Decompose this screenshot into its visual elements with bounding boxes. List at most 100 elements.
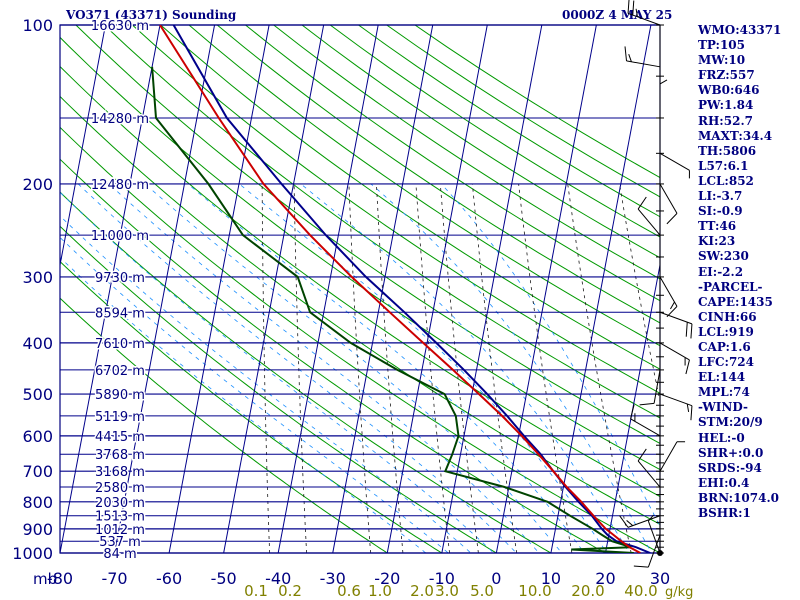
temperature-tick-label: 30 <box>650 569 670 588</box>
isotherm <box>441 25 543 553</box>
mixing-ratio-label: 0.2 <box>278 582 302 600</box>
mixing-ratio-label: 0.6 <box>337 582 361 600</box>
height-label: 16630 m <box>91 19 149 34</box>
index-item: TH:5806 <box>698 143 757 158</box>
moist-adiabat <box>300 183 630 553</box>
wind-barb-staff <box>659 393 693 407</box>
pressure-tick-label: 500 <box>22 385 53 404</box>
wind-barb-staff <box>627 12 661 26</box>
dry-adiabat <box>273 25 660 280</box>
dry-adiabat <box>103 25 660 419</box>
temperature-tick-label: 10 <box>541 569 561 588</box>
index-item: TT:46 <box>698 219 737 234</box>
grid-lines <box>59 24 661 554</box>
height-label: 3168 m <box>95 465 145 480</box>
height-label: 1513 m <box>95 510 145 525</box>
wind-barb-flag <box>685 322 688 337</box>
index-item: RH:52.7 <box>698 113 753 128</box>
index-item: PW:1.84 <box>698 98 754 113</box>
wind-barb-flag <box>690 323 693 339</box>
pressure-tick-label: 200 <box>22 175 53 194</box>
temperature-tick-label: 20 <box>595 569 615 588</box>
isotherm <box>223 25 325 553</box>
index-item: KI:23 <box>698 234 736 249</box>
isotherm <box>495 25 597 553</box>
wind-barb-flag <box>666 306 678 318</box>
temperature-tick-label: -10 <box>429 569 455 588</box>
height-label: 9730 m <box>95 271 145 286</box>
temperature-tick-label: -80 <box>47 569 73 588</box>
wind-barb-flag <box>626 520 634 527</box>
index-item: LFC:724 <box>698 355 754 370</box>
pressure-unit-label: mb <box>33 570 57 588</box>
pressure-tick-label: 600 <box>22 427 53 446</box>
moist-adiabat <box>77 183 517 553</box>
wind-barb-staff <box>659 276 678 307</box>
height-label: 3768 m <box>95 448 145 463</box>
wind-barb-staff <box>626 60 661 68</box>
index-item: EI:-2.2 <box>698 264 744 279</box>
wind-barb-flag <box>659 79 668 85</box>
mixing-ratio-line <box>261 183 270 553</box>
temperature-tick-label: -60 <box>156 569 182 588</box>
moist-adiabat <box>187 183 585 553</box>
mixing-ratio-label: 0.1 <box>244 582 268 600</box>
dry-adiabat <box>60 36 660 471</box>
mixing-ratio-label: 1.0 <box>368 582 392 600</box>
index-item: SHR+:0.0 <box>698 445 764 460</box>
wind-barb-flag <box>627 0 630 14</box>
dry-adiabat <box>245 25 660 302</box>
dry-adiabat <box>188 25 660 347</box>
moist-adiabat <box>60 191 495 553</box>
index-item: LCL:919 <box>698 324 754 339</box>
wind-barb-staff <box>659 311 693 325</box>
height-label: 14280 m <box>91 112 149 127</box>
mixing-ratio-line <box>619 183 660 404</box>
wind-barb-flag <box>630 404 635 419</box>
wind-barb-flag <box>666 213 678 225</box>
height-label: 1012 m <box>95 523 145 538</box>
height-label: 537 m <box>99 535 141 550</box>
dry-adiabat <box>75 25 660 444</box>
wind-barb-staff <box>653 369 661 404</box>
dry-adiabat <box>160 25 660 370</box>
mixing-ratio-label: 3.0 <box>435 582 459 600</box>
pressure-tick-label: 900 <box>22 520 53 539</box>
pressure-tick-label: 700 <box>22 462 53 481</box>
parcel-profile <box>159 25 641 553</box>
dry-adiabat <box>216 25 660 324</box>
temperature-tick-label: -20 <box>374 569 400 588</box>
isotherm <box>114 25 216 553</box>
mixing-ratio-line <box>293 183 307 553</box>
wind-barb-staff <box>630 418 661 437</box>
dry-adiabat <box>60 126 660 553</box>
pressure-tick-label: 800 <box>22 493 53 512</box>
index-item: BSHR:1 <box>698 506 751 520</box>
height-label: 8594 m <box>95 306 145 321</box>
height-label: 5890 m <box>95 388 145 403</box>
index-item: WB0:646 <box>698 83 760 98</box>
mixing-ratio-label: 5.0 <box>470 582 494 600</box>
index-item: SW:230 <box>698 249 749 264</box>
mixing-ratio-line <box>439 183 479 553</box>
dry-adiabat <box>60 297 389 553</box>
dry-adiabat <box>60 191 552 553</box>
pressure-tick-label: 1000 <box>12 544 53 563</box>
index-item: MPL:74 <box>698 385 750 400</box>
temperature-tick-label: -50 <box>211 569 237 588</box>
index-item: WMO:43371 <box>698 23 782 37</box>
index-item: LI:-3.7 <box>698 189 743 204</box>
wind-barb-staff <box>637 460 661 488</box>
wind-barb-flag <box>637 448 647 462</box>
wind-barb-staff <box>627 515 661 528</box>
dewpoint-profile <box>151 66 634 553</box>
wind-barb-flag <box>686 403 690 413</box>
background-lines <box>60 25 660 553</box>
isotherm <box>332 25 434 553</box>
mixing-ratio-line <box>415 183 450 553</box>
isotherm <box>550 25 652 553</box>
mixing-ratio-line <box>348 183 372 553</box>
height-label: 84 m <box>103 547 136 562</box>
